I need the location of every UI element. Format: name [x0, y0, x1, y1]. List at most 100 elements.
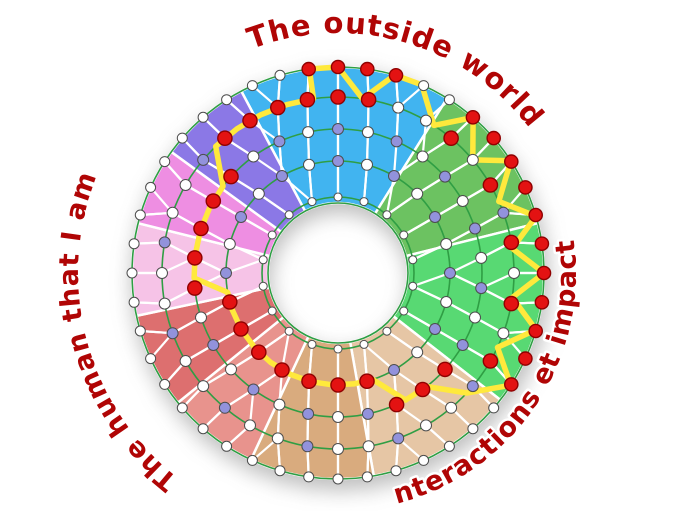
node-r2-8[interactable] [475, 282, 488, 295]
node-r3-5[interactable] [440, 238, 453, 250]
node-r2-23[interactable] [186, 250, 203, 266]
node-r4-15[interactable] [267, 230, 277, 240]
node-r0-32[interactable] [128, 296, 140, 308]
node-r3-21[interactable] [252, 187, 265, 200]
node-r3-4[interactable] [429, 211, 441, 223]
node-r2-2[interactable] [390, 135, 403, 148]
node-r2-1[interactable] [361, 126, 374, 139]
node-r1-33[interactable] [242, 112, 258, 129]
node-r4-8[interactable] [359, 339, 369, 349]
node-r3-1[interactable] [361, 158, 373, 171]
node-r1-3[interactable] [420, 114, 432, 127]
node-r2-4[interactable] [439, 170, 451, 183]
node-r0-13[interactable] [528, 323, 544, 339]
node-r3-17[interactable] [221, 294, 238, 310]
node-r1-14[interactable] [445, 401, 458, 414]
node-r2-24[interactable] [193, 220, 209, 237]
node-r0-42[interactable] [274, 69, 286, 81]
node-r4-12[interactable] [267, 306, 277, 316]
node-r0-15[interactable] [503, 377, 519, 392]
node-r0-9[interactable] [528, 207, 544, 223]
node-r4-13[interactable] [258, 281, 268, 291]
node-r0-17[interactable] [467, 423, 479, 435]
node-r1-8[interactable] [503, 234, 520, 251]
node-r0-27[interactable] [197, 423, 209, 435]
node-r3-8[interactable] [429, 323, 441, 335]
node-r4-10[interactable] [307, 339, 317, 349]
node-r1-23[interactable] [197, 380, 210, 393]
node-r3-7[interactable] [440, 296, 453, 308]
node-r2-7[interactable] [475, 251, 488, 264]
node-r1-5[interactable] [466, 153, 479, 166]
node-r1-28[interactable] [158, 236, 171, 249]
node-r3-15[interactable] [250, 344, 267, 361]
node-r2-9[interactable] [469, 311, 481, 324]
node-r0-43[interactable] [301, 61, 317, 77]
node-r1-26[interactable] [158, 297, 171, 310]
node-r2-26[interactable] [223, 168, 239, 185]
node-r0-20[interactable] [390, 465, 402, 477]
node-r0-14[interactable] [518, 351, 533, 366]
node-r2-27[interactable] [247, 150, 260, 163]
node-r3-14[interactable] [274, 362, 290, 378]
node-r2-28[interactable] [273, 135, 286, 148]
node-r0-31[interactable] [134, 325, 146, 337]
node-r0-21[interactable] [361, 471, 373, 483]
node-r3-18[interactable] [220, 267, 232, 279]
node-r0-12[interactable] [534, 294, 550, 310]
node-r2-22[interactable] [186, 280, 203, 296]
node-r4-1[interactable] [359, 197, 369, 207]
node-r2-20[interactable] [207, 339, 220, 351]
node-r2-21[interactable] [195, 311, 207, 324]
node-r2-18[interactable] [247, 383, 260, 396]
node-r2-6[interactable] [469, 222, 481, 235]
node-r0-16[interactable] [488, 402, 500, 414]
node-r3-9[interactable] [411, 346, 424, 359]
node-r1-34[interactable] [269, 99, 286, 116]
node-r4-2[interactable] [382, 210, 392, 220]
node-r1-29[interactable] [166, 206, 179, 219]
node-r0-37[interactable] [159, 156, 171, 168]
node-r3-13[interactable] [301, 373, 317, 390]
node-r3-20[interactable] [235, 211, 247, 223]
node-r3-3[interactable] [411, 187, 424, 200]
node-r4-0[interactable] [333, 192, 343, 202]
node-r4-7[interactable] [382, 326, 392, 336]
node-r0-3[interactable] [418, 80, 430, 92]
node-r3-23[interactable] [303, 158, 315, 171]
node-r4-5[interactable] [408, 281, 418, 291]
node-r0-2[interactable] [388, 68, 404, 83]
node-r0-40[interactable] [221, 94, 233, 106]
node-r0-28[interactable] [176, 402, 188, 414]
node-r2-3[interactable] [416, 150, 429, 163]
node-r0-41[interactable] [246, 80, 258, 92]
node-r1-7[interactable] [497, 206, 510, 219]
node-r3-19[interactable] [223, 238, 236, 250]
node-r1-15[interactable] [420, 419, 432, 432]
node-r3-12[interactable] [330, 377, 346, 393]
node-r1-27[interactable] [156, 267, 168, 279]
node-r2-11[interactable] [437, 361, 453, 378]
node-r2-16[interactable] [302, 407, 315, 420]
node-r0-8[interactable] [518, 180, 533, 195]
node-r3-6[interactable] [444, 267, 456, 279]
node-r1-9[interactable] [508, 267, 520, 279]
node-r1-35[interactable] [299, 91, 316, 108]
node-r2-5[interactable] [456, 195, 469, 207]
node-r1-22[interactable] [218, 401, 231, 414]
node-r2-17[interactable] [273, 398, 286, 411]
node-r3-22[interactable] [276, 170, 288, 182]
node-r0-34[interactable] [128, 238, 140, 250]
node-r0-38[interactable] [176, 132, 188, 144]
node-r0-5[interactable] [465, 110, 481, 125]
node-r1-31[interactable] [197, 153, 210, 166]
node-r1-0[interactable] [330, 89, 346, 105]
node-r2-0[interactable] [332, 123, 344, 135]
node-r2-14[interactable] [361, 407, 374, 420]
node-r4-6[interactable] [399, 306, 409, 316]
node-r0-1[interactable] [359, 61, 375, 77]
node-r0-30[interactable] [145, 353, 157, 365]
node-r4-11[interactable] [284, 326, 294, 336]
node-r0-35[interactable] [134, 209, 146, 221]
node-r0-29[interactable] [159, 378, 171, 390]
